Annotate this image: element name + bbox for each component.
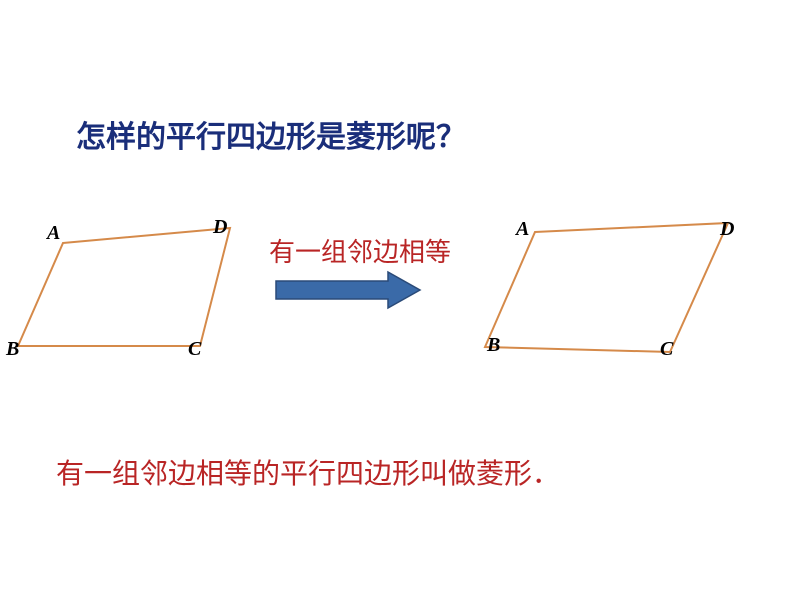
arrow-label: 有一组邻边相等: [269, 232, 451, 269]
right-label-A: A: [516, 218, 529, 241]
left-label-C: C: [188, 338, 201, 361]
definition-text: 有一组邻边相等的平行四边形叫做菱形．: [56, 452, 560, 492]
left-label-D: D: [213, 216, 227, 239]
right-label-C: C: [660, 338, 673, 361]
right-label-D: D: [720, 218, 734, 241]
left-label-B: B: [6, 338, 19, 361]
left-label-A: A: [47, 222, 60, 245]
diagram-canvas: [0, 0, 794, 596]
right-label-B: B: [487, 334, 500, 357]
question-title: 怎样的平行四边形是菱形呢？: [76, 112, 466, 156]
